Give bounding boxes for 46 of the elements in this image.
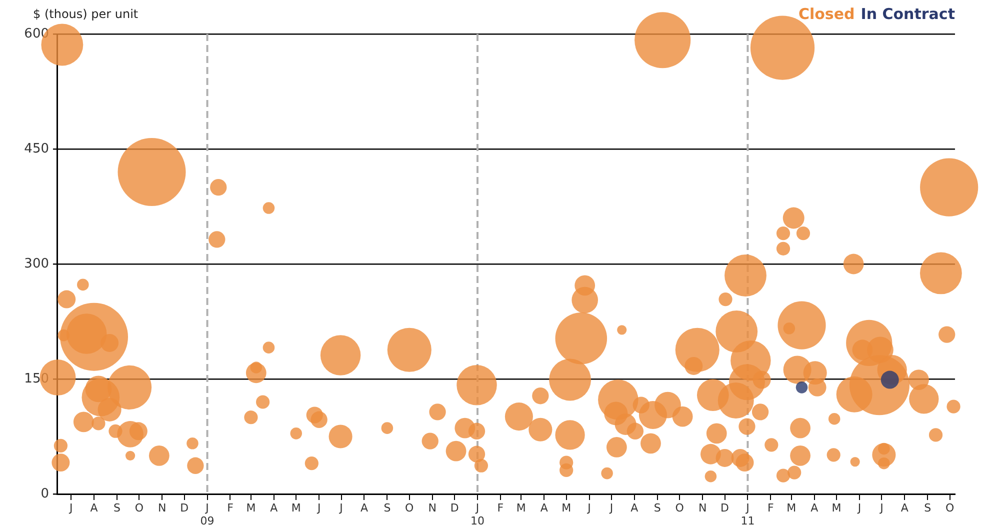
text: In Contract bbox=[860, 5, 955, 23]
x-tick-label: J bbox=[608, 501, 614, 514]
x-tick-label: J 09 bbox=[200, 501, 214, 528]
x-tick-label: D bbox=[450, 501, 459, 514]
x-tick-label: O bbox=[675, 501, 684, 514]
x-tick-label: J bbox=[68, 501, 73, 514]
x-tick-label: A bbox=[270, 501, 278, 514]
y-tick-label: 300 bbox=[24, 256, 49, 272]
x-tick-label: S bbox=[384, 501, 391, 514]
x-tick-label: O bbox=[945, 501, 954, 514]
x-tick-label: S bbox=[654, 501, 661, 514]
y-tick-label: 0 bbox=[40, 486, 49, 502]
x-tick-label: A bbox=[810, 501, 819, 514]
series-label: Closed bbox=[798, 5, 855, 23]
x-tick-label: O bbox=[134, 501, 144, 514]
x-tick-label: J bbox=[586, 501, 591, 514]
x-tick-label: J bbox=[879, 501, 884, 514]
x-tick-label: J bbox=[856, 501, 862, 514]
x-tick-label: F bbox=[227, 501, 234, 514]
x-tick-label: A bbox=[360, 501, 368, 514]
x-tick-label: J 10 bbox=[470, 501, 484, 528]
x-tick-label: A bbox=[630, 501, 639, 514]
x-tick-label: N bbox=[698, 501, 707, 514]
x-tick-label: F bbox=[497, 501, 504, 514]
x-tick-label: D bbox=[720, 501, 730, 514]
x-tick-label: J 11 bbox=[740, 501, 755, 528]
y-tick-label: 450 bbox=[24, 141, 49, 156]
x-tick-label: S bbox=[924, 501, 932, 514]
x-tick-label: A bbox=[90, 501, 98, 514]
x-tick-label: A bbox=[540, 501, 548, 514]
x-tick-label: J bbox=[316, 501, 321, 514]
x-tick-label: J bbox=[338, 501, 343, 514]
x-tick-label: A bbox=[900, 501, 909, 514]
x-tick-label: M bbox=[562, 501, 572, 514]
y-axis-title: $ (thous) per unit bbox=[33, 7, 138, 21]
x-tick-label: N bbox=[428, 501, 436, 514]
x-tick-label: M bbox=[246, 501, 256, 514]
x-tick-label: D bbox=[180, 501, 189, 514]
x-tick-label: F bbox=[768, 501, 774, 514]
x-tick-label: M bbox=[786, 501, 796, 514]
x-tick-label: N bbox=[158, 501, 166, 514]
x-tick-label: M bbox=[291, 501, 301, 514]
x-tick-label: M bbox=[832, 501, 842, 514]
x-tick-label: O bbox=[405, 501, 414, 514]
x-tick-label: S bbox=[113, 501, 120, 514]
x-tick-label: M bbox=[516, 501, 526, 514]
